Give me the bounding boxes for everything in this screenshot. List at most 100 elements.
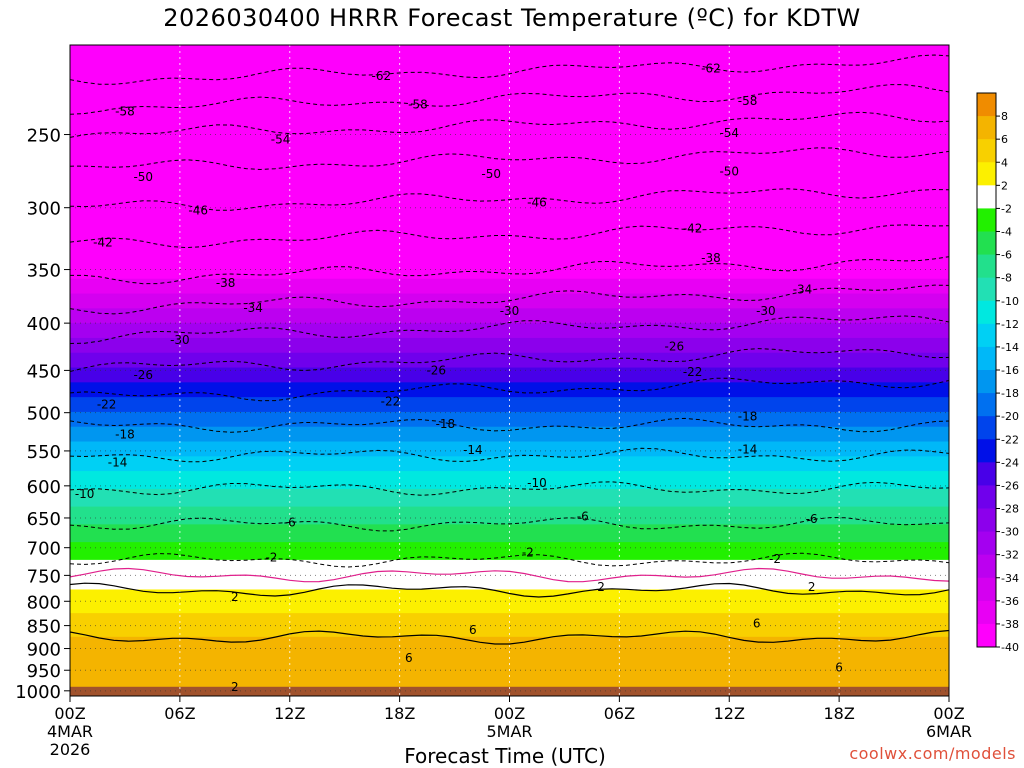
shading-band bbox=[70, 346, 949, 351]
shading-band bbox=[70, 184, 949, 188]
shading-band bbox=[70, 636, 949, 641]
contour-label: 6 bbox=[753, 617, 761, 631]
colorbar-label: -32 bbox=[1001, 549, 1019, 562]
shading-band bbox=[70, 435, 949, 440]
colorbar-swatch bbox=[977, 462, 996, 486]
contour-label: -6 bbox=[806, 512, 818, 526]
shading-band bbox=[70, 293, 949, 298]
contour-label: -46 bbox=[527, 195, 547, 209]
shading-band bbox=[70, 459, 949, 463]
colorbar-swatch bbox=[977, 485, 996, 509]
contour-label: 6 bbox=[405, 651, 413, 665]
shading-band bbox=[70, 394, 949, 398]
y-tick-label: 750 bbox=[27, 566, 61, 587]
contour-label: -42 bbox=[683, 222, 703, 236]
colorbar-label: -34 bbox=[1001, 572, 1019, 585]
contour-label: -30 bbox=[756, 304, 776, 318]
shading-band bbox=[70, 130, 949, 135]
isotherm-line bbox=[70, 481, 949, 496]
colorbar-label: 8 bbox=[1001, 110, 1008, 123]
colorbar-label: -22 bbox=[1001, 433, 1019, 446]
shading-band bbox=[70, 491, 949, 496]
shading-band bbox=[70, 616, 949, 620]
contour-label: -18 bbox=[738, 410, 758, 424]
colorbar-swatch bbox=[977, 231, 996, 256]
contour-label: -42 bbox=[93, 235, 113, 249]
shading-band bbox=[70, 234, 949, 238]
contour-label: -38 bbox=[216, 276, 236, 290]
shading-band bbox=[70, 604, 949, 608]
shading-band bbox=[70, 479, 949, 484]
x-tick-date-label: 5MAR bbox=[486, 722, 532, 741]
isotherm-line bbox=[70, 84, 949, 115]
x-tick-label: 00Z bbox=[933, 704, 964, 723]
shading-band bbox=[70, 219, 949, 224]
isotherm-line bbox=[70, 516, 949, 532]
shading-band bbox=[70, 423, 949, 428]
isotherm-line bbox=[70, 284, 949, 315]
shading-band bbox=[70, 654, 949, 659]
isotherm-line bbox=[70, 348, 949, 372]
colorbar-swatch bbox=[977, 300, 996, 325]
colorbar-swatch bbox=[977, 508, 996, 533]
contour-label: -2 bbox=[769, 552, 781, 566]
contour-label: -34 bbox=[243, 301, 263, 315]
contour-label: -30 bbox=[500, 304, 520, 318]
shading-band bbox=[70, 545, 949, 549]
shading-band bbox=[70, 417, 949, 422]
contour-label: -18 bbox=[436, 417, 456, 431]
contour-label: -30 bbox=[170, 333, 190, 347]
colorbar-swatch bbox=[977, 600, 996, 625]
shading-band bbox=[70, 388, 949, 392]
shading-band bbox=[70, 429, 949, 434]
shading-band bbox=[70, 189, 949, 194]
isotherm-line bbox=[70, 582, 949, 598]
shading-band bbox=[70, 376, 949, 380]
contour-label: 2 bbox=[231, 680, 239, 694]
shading-band bbox=[70, 228, 949, 233]
contour-label: -58 bbox=[408, 98, 428, 112]
shading-band bbox=[70, 263, 949, 268]
shading-band bbox=[70, 59, 949, 64]
colorbar-swatch bbox=[977, 370, 996, 394]
shading-band bbox=[70, 657, 949, 662]
shading-band bbox=[70, 408, 949, 413]
shading-band bbox=[70, 281, 949, 286]
contour-label: 6 bbox=[469, 623, 477, 637]
shading-band bbox=[70, 148, 949, 153]
isotherm-line bbox=[70, 54, 949, 85]
colorbar-label: -4 bbox=[1001, 226, 1012, 239]
shading-band bbox=[70, 287, 949, 292]
shading-band bbox=[70, 210, 949, 215]
shading-band bbox=[70, 639, 949, 644]
colorbar-swatch bbox=[977, 393, 996, 417]
contour-label: -14 bbox=[738, 442, 758, 456]
y-axis: 2503003504004505005506006507007508008509… bbox=[15, 126, 70, 703]
shading-band bbox=[70, 397, 949, 401]
colorbar-swatch bbox=[977, 416, 996, 440]
y-tick-label: 900 bbox=[27, 640, 61, 661]
shading-band bbox=[70, 258, 949, 262]
shading-band bbox=[70, 503, 949, 508]
isotherm-line bbox=[70, 552, 949, 568]
x-tick-label: 00Z bbox=[54, 704, 85, 723]
colorbar-swatch bbox=[977, 185, 996, 209]
shading-band bbox=[70, 240, 949, 244]
shading-band bbox=[70, 275, 949, 280]
shading-band bbox=[70, 660, 949, 665]
x-tick-date-label: 4MAR bbox=[47, 722, 93, 741]
shading-band bbox=[70, 515, 949, 520]
shading-band bbox=[70, 198, 949, 203]
shading-band bbox=[70, 329, 949, 333]
colorbar-label: -24 bbox=[1001, 456, 1019, 469]
contour-label: -50 bbox=[133, 170, 153, 184]
shading-band bbox=[70, 192, 949, 197]
shading-band bbox=[70, 610, 949, 614]
shading-band bbox=[70, 627, 949, 632]
contour-label: -2 bbox=[265, 550, 277, 564]
shading-band bbox=[70, 613, 949, 617]
shading-band bbox=[70, 142, 949, 147]
colorbar-label: -8 bbox=[1001, 272, 1012, 285]
isotherm-line bbox=[70, 224, 949, 249]
